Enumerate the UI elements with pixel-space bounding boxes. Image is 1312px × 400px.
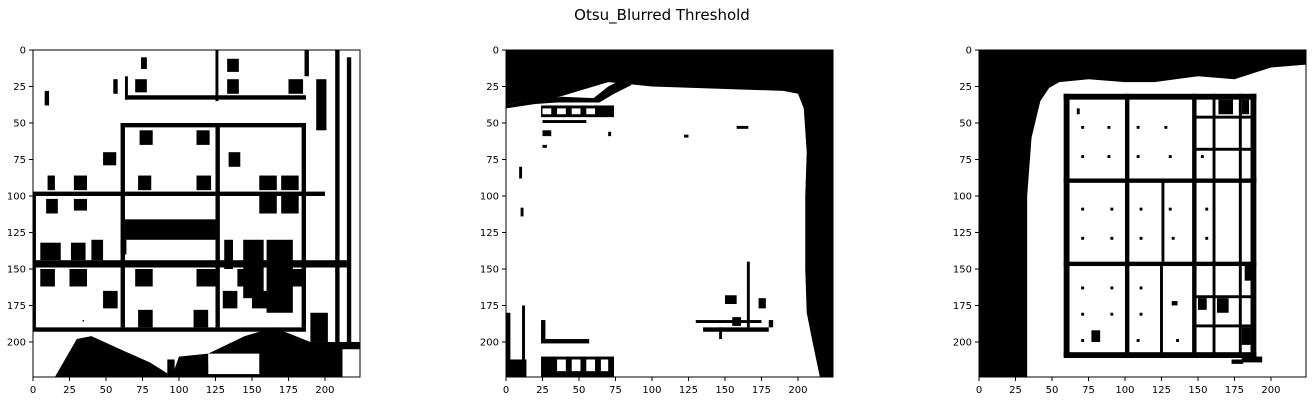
y-tick-label-1-3: 75 <box>13 155 26 166</box>
y-tick-label-2-5: 125 <box>480 228 499 239</box>
image-plot-1 <box>33 50 360 377</box>
x-tick-label-2-1: 25 <box>536 385 549 396</box>
x-tick-label-2-7: 175 <box>752 385 771 396</box>
y-tick-label-3-2: 50 <box>959 118 972 129</box>
axis-ticks-3: 0 25 50 75 100 125 150 175 200 0 25 50 75 100 125 150 17… <box>953 46 1281 397</box>
x-tick-label-3-8: 200 <box>1261 385 1280 396</box>
x-tick-label-3-5: 125 <box>1152 385 1171 396</box>
y-tick-label-2-1: 25 <box>486 82 499 93</box>
x-tick-label-3-6: 150 <box>1188 385 1207 396</box>
x-tick-label-1-7: 175 <box>279 385 298 396</box>
x-tick-label-2-8: 200 <box>788 385 807 396</box>
y-tick-label-1-2: 50 <box>13 118 26 129</box>
y-tick-label-3-4: 100 <box>953 191 972 202</box>
x-tick-label-3-7: 175 <box>1225 385 1244 396</box>
x-tick-label-3-2: 50 <box>1046 385 1059 396</box>
subplot-3: 0 25 50 75 100 125 150 175 200 0 25 50 75 100 125 150 17… <box>953 46 1307 397</box>
x-tick-label-1-5: 125 <box>206 385 225 396</box>
x-tick-label-1-0: 0 <box>30 385 36 396</box>
figure-suptitle: Otsu_Blurred Threshold <box>574 6 750 25</box>
y-tick-label-1-5: 125 <box>7 228 26 239</box>
y-tick-label-2-2: 50 <box>486 118 499 129</box>
y-tick-label-3-7: 175 <box>953 301 972 312</box>
y-tick-label-3-6: 150 <box>953 264 972 275</box>
y-tick-label-2-7: 175 <box>480 301 499 312</box>
x-tick-label-1-8: 200 <box>315 385 334 396</box>
x-tick-label-1-4: 100 <box>169 385 188 396</box>
x-tick-label-3-3: 75 <box>1082 385 1095 396</box>
y-tick-label-3-5: 125 <box>953 228 972 239</box>
x-tick-label-1-1: 25 <box>63 385 76 396</box>
x-tick-label-3-0: 0 <box>976 385 982 396</box>
y-tick-label-3-3: 75 <box>959 155 972 166</box>
y-tick-label-1-4: 100 <box>7 191 26 202</box>
axis-ticks-1: 0 25 50 75 100 125 150 175 200 0 25 50 75 100 125 150 17… <box>7 46 335 397</box>
y-tick-label-2-4: 100 <box>480 191 499 202</box>
x-tick-label-1-6: 150 <box>242 385 261 396</box>
y-tick-label-1-7: 175 <box>7 301 26 312</box>
y-tick-label-1-6: 150 <box>7 264 26 275</box>
image-plot-3 <box>979 50 1306 377</box>
y-tick-label-2-0: 0 <box>493 46 499 57</box>
subplot-1: 0 25 50 75 100 125 150 175 200 0 25 50 75 100 125 150 17… <box>7 46 361 397</box>
y-tick-label-2-6: 150 <box>480 264 499 275</box>
x-tick-label-3-4: 100 <box>1115 385 1134 396</box>
y-tick-label-3-0: 0 <box>966 46 972 57</box>
x-tick-label-2-5: 125 <box>679 385 698 396</box>
y-tick-label-2-8: 200 <box>480 337 499 348</box>
x-tick-label-2-6: 150 <box>715 385 734 396</box>
x-tick-label-1-3: 75 <box>136 385 149 396</box>
x-tick-label-2-3: 75 <box>609 385 622 396</box>
y-tick-label-1-1: 25 <box>13 82 26 93</box>
x-tick-label-2-2: 50 <box>573 385 586 396</box>
axis-ticks-2: 0 25 50 75 100 125 150 175 200 0 25 50 75 100 125 150 17… <box>480 46 808 397</box>
image-plot-2 <box>506 50 833 377</box>
y-tick-label-1-8: 200 <box>7 337 26 348</box>
x-tick-label-1-2: 50 <box>100 385 113 396</box>
y-tick-label-2-3: 75 <box>486 155 499 166</box>
x-tick-label-2-0: 0 <box>503 385 509 396</box>
x-tick-label-3-1: 25 <box>1009 385 1022 396</box>
y-tick-label-3-1: 25 <box>959 82 972 93</box>
y-tick-label-1-0: 0 <box>20 46 26 57</box>
subplot-2: 0 25 50 75 100 125 150 175 200 0 25 50 75 100 125 150 17… <box>480 46 834 397</box>
x-tick-label-2-4: 100 <box>642 385 661 396</box>
y-tick-label-3-8: 200 <box>953 337 972 348</box>
